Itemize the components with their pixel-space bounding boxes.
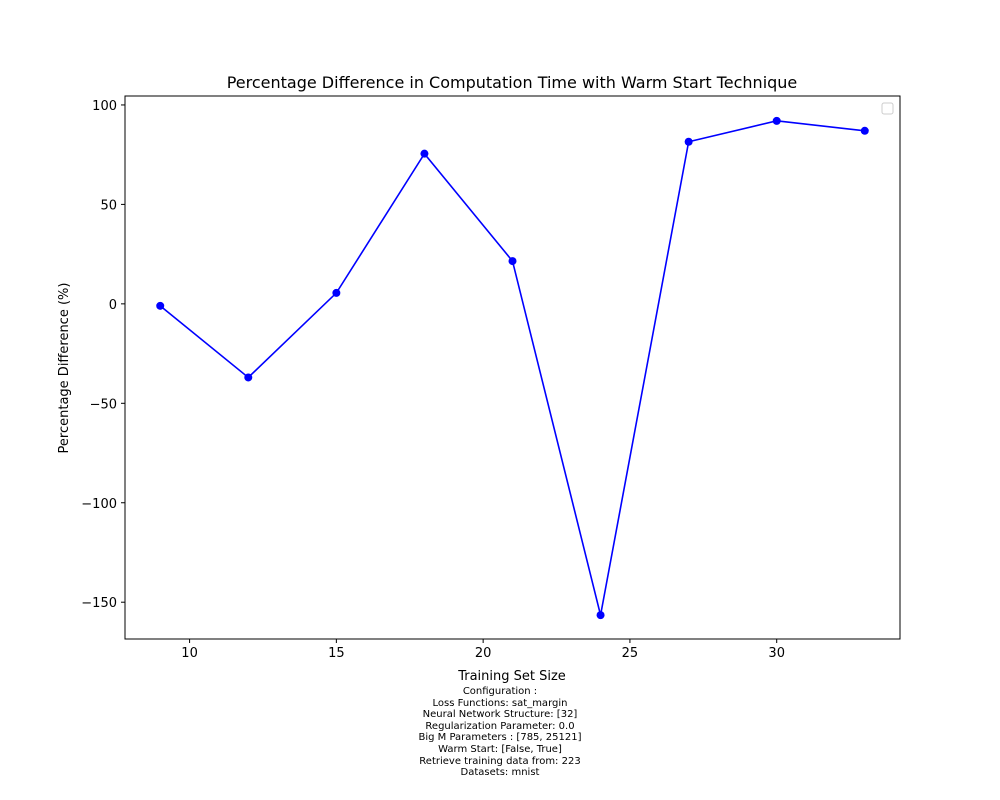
config-line: Warm Start: [False, True] <box>438 744 562 755</box>
data-point <box>596 611 605 620</box>
config-line: Neural Network Structure: [32] <box>422 709 578 721</box>
y-tick-label: 100 <box>92 99 117 114</box>
y-tick-label: −150 <box>81 596 117 611</box>
plot-frame <box>124 95 901 640</box>
legend-box <box>881 102 894 115</box>
data-point <box>508 257 517 266</box>
chart-title: Percentage Difference in Computation Tim… <box>227 73 798 92</box>
config-line: Configuration : <box>462 686 538 697</box>
x-axis-label: Training Set Size <box>457 669 566 684</box>
config-line: Retrieve training data from: 223 <box>419 755 581 767</box>
data-point <box>244 373 253 382</box>
x-tick-label: 10 <box>181 646 198 661</box>
config-line: Loss Functions: sat_margin <box>432 697 568 709</box>
y-tick-label: 50 <box>100 198 117 213</box>
data-point <box>420 149 429 158</box>
config-line: Datasets: mnist <box>460 767 540 779</box>
config-line: Big M Parameters : [785, 25121] <box>418 732 582 744</box>
x-tick-label: 30 <box>768 646 785 661</box>
data-point <box>860 126 869 135</box>
config-line: Regularization Parameter: 0.0 <box>425 720 575 732</box>
y-tick-label: −100 <box>81 497 117 512</box>
y-tick-label: 0 <box>109 298 117 313</box>
y-axis-label: Percentage Difference (%) <box>57 283 72 454</box>
data-point <box>684 137 693 146</box>
x-tick-label: 20 <box>475 646 492 661</box>
x-tick-label: 15 <box>328 646 345 661</box>
y-tick-label: −50 <box>90 397 117 412</box>
data-point <box>156 301 165 310</box>
x-tick-label: 25 <box>622 646 639 661</box>
data-point <box>772 116 781 125</box>
data-point <box>332 288 341 297</box>
